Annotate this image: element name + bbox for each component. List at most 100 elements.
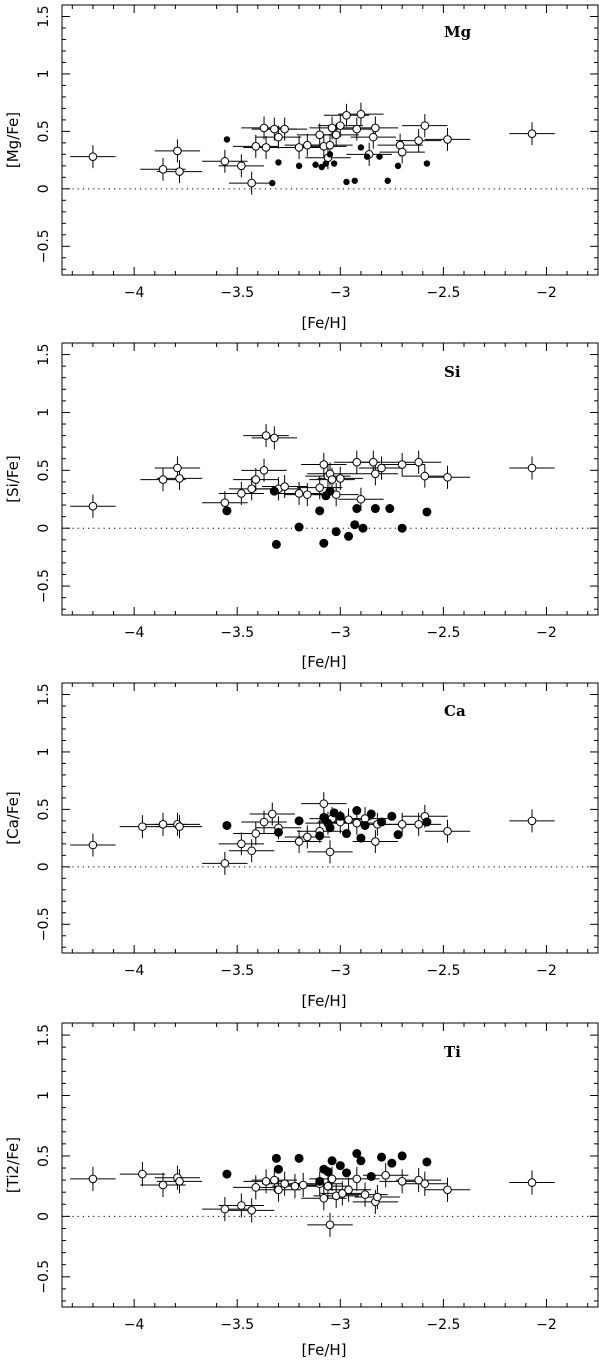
y-tick-label: 1.5 <box>36 683 52 705</box>
tick-marks <box>62 683 598 953</box>
filled-data-point <box>344 531 354 541</box>
open-data-point <box>261 143 271 152</box>
x-tick-label: −4 <box>124 285 145 301</box>
open-data-point <box>220 859 230 868</box>
y-tick-label: 1.5 <box>36 5 52 27</box>
filled-data-point <box>335 1161 345 1171</box>
filled-data-point <box>394 162 402 170</box>
open-data-point <box>270 124 279 134</box>
open-data-point <box>261 1177 271 1186</box>
panel-ti: −4 −3.5 −3 −2.5 −2 −0.5 0 0.5 1 1.5 Ti [Fe/H] [T… <box>4 1022 599 1359</box>
open-data-point <box>88 840 98 850</box>
open-data-point <box>331 130 341 140</box>
open-data-point <box>158 475 168 484</box>
open-data-point <box>251 142 261 151</box>
open-data-point <box>280 482 289 491</box>
open-data-point <box>280 1179 289 1189</box>
filled-data-point <box>325 823 335 833</box>
plot-frame <box>61 4 599 276</box>
y-tick-label: 0.5 <box>36 798 52 820</box>
y-tick-label: 1 <box>36 69 52 78</box>
x-tick-label: −3 <box>330 285 351 301</box>
open-data-point <box>327 123 337 133</box>
open-data-point <box>381 1170 390 1180</box>
element-label: Ca <box>444 702 466 720</box>
y-tick-label: 0.5 <box>36 459 52 481</box>
filled-data-point <box>377 1152 387 1162</box>
filled-data-point <box>384 177 391 184</box>
open-data-point <box>338 1189 347 1198</box>
open-data-point <box>342 110 351 120</box>
open-data-point <box>175 1177 184 1186</box>
open-data-point <box>237 1201 246 1210</box>
filled-data-point <box>387 811 397 821</box>
y-axis-label: [Si/Fe] <box>4 455 22 502</box>
y-tick-label: 1.5 <box>36 343 52 365</box>
open-data-point <box>360 1190 370 1199</box>
open-data-point <box>175 474 184 483</box>
x-tick-label: −2 <box>536 1317 557 1333</box>
y-tick-label: −0.5 <box>36 1260 52 1294</box>
open-data-point <box>397 147 407 157</box>
filled-data-point <box>269 179 276 187</box>
open-data-point <box>527 1178 537 1187</box>
y-tick-label: −0.5 <box>36 569 52 603</box>
filled-data-point <box>294 522 304 532</box>
filled-data-point <box>422 507 432 517</box>
y-tick-label: 1 <box>36 747 52 756</box>
filled-data-point <box>312 161 319 168</box>
x-tick-label: −3 <box>330 963 351 979</box>
filled-data-point <box>341 1168 351 1178</box>
element-label: Ti <box>444 1043 461 1061</box>
open-data-point <box>414 457 423 467</box>
open-data-point <box>303 490 312 499</box>
y-tick-labels: −0.5 0 0.5 1 1.5 <box>36 343 52 603</box>
x-tick-label: −2 <box>536 285 557 301</box>
open-data-point <box>414 136 423 145</box>
y-tick-label: 0 <box>36 524 52 533</box>
open-data-point <box>237 489 246 498</box>
filled-data-point <box>357 144 365 151</box>
filled-points <box>223 136 431 187</box>
open-data-point <box>270 1175 279 1185</box>
filled-data-point <box>387 1158 397 1168</box>
filled-data-point <box>397 523 407 533</box>
x-tick-label: −2.5 <box>426 1317 460 1333</box>
open-data-point <box>175 167 184 176</box>
open-data-point <box>319 799 329 808</box>
open-data-point <box>220 156 230 166</box>
filled-data-point <box>366 809 376 819</box>
open-points <box>88 109 537 188</box>
filled-data-point <box>223 136 231 143</box>
x-tick-label: −3.5 <box>220 625 254 641</box>
y-axis-label: [Ca/Fe] <box>4 791 22 844</box>
plot-frame <box>61 682 599 954</box>
filled-data-point <box>350 520 360 530</box>
x-tick-label: −3 <box>330 625 351 641</box>
open-data-point <box>251 829 261 838</box>
open-data-point <box>247 846 256 856</box>
filled-points <box>222 486 432 549</box>
open-data-point <box>267 809 277 819</box>
filled-data-point <box>275 159 282 166</box>
filled-data-point <box>422 1157 432 1167</box>
filled-data-point <box>222 506 232 516</box>
open-data-point <box>220 498 230 508</box>
y-axis-label: [Ti2/Fe] <box>4 1137 22 1193</box>
filled-data-point <box>327 1156 337 1166</box>
open-data-point <box>368 457 378 467</box>
filled-data-point <box>322 160 330 167</box>
open-data-point <box>377 463 386 473</box>
open-data-point <box>290 1181 300 1191</box>
error-bars <box>70 792 555 875</box>
filled-data-point <box>326 151 334 158</box>
open-data-point <box>158 820 168 829</box>
filled-data-point <box>331 527 341 537</box>
open-data-point <box>237 839 246 849</box>
open-data-point <box>336 474 345 483</box>
y-tick-label: −0.5 <box>36 907 52 941</box>
open-data-point <box>336 121 345 130</box>
filled-data-point <box>295 162 303 170</box>
open-data-point <box>397 1177 407 1186</box>
